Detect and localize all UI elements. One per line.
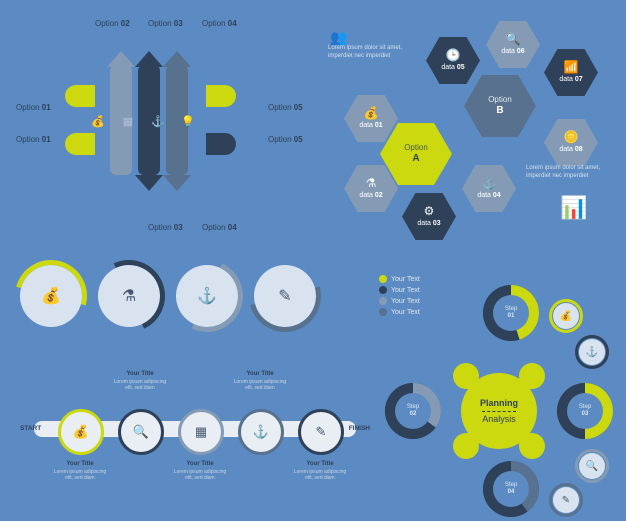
start-label: START [20, 425, 41, 432]
process-node: ✎ [298, 409, 344, 455]
hex-small-label: data 08 [559, 146, 582, 154]
process-node: ▦ [178, 409, 224, 455]
process-node: 🔍 [118, 409, 164, 455]
hex-big-label: Option [404, 144, 428, 153]
flask-icon: ⚗ [366, 177, 377, 190]
people-icon: 👥 [330, 29, 347, 46]
legend-item: Your Text [379, 308, 420, 316]
opt-label: Option 01 [16, 135, 51, 144]
process-timeline: START FINISH 💰 🔍 ▦ ⚓ ✎ Your TitleLorem i… [20, 375, 370, 505]
process-title: Your TitleLorem ipsum adipiscing elit, s… [50, 461, 110, 481]
legend: Your Text Your Text Your Text Your Text [379, 275, 420, 319]
arrow-tip [107, 51, 135, 67]
center-hub: Planning Analysis [461, 373, 537, 449]
hex-small-label: data 01 [359, 122, 382, 130]
opt-label: Option 04 [202, 19, 237, 28]
gear-icon: ⚙ [424, 205, 435, 218]
process-title: Your TitleLorem ipsum adipiscing elit, s… [230, 371, 290, 391]
hex-small-label: data 06 [501, 48, 524, 56]
arrows-infographic: Option 01 Option 01 Option 02 Option 03 … [20, 25, 310, 245]
hub-line2: Analysis [482, 411, 516, 425]
process-node: ⚓ [238, 409, 284, 455]
arrow-tip [163, 51, 191, 67]
grid-icon: ▦ [118, 111, 138, 131]
ring-item: ⚗ [98, 265, 160, 327]
process-title: Your TitleLorem ipsum adipiscing elit, s… [170, 461, 230, 481]
anchor-icon: ⚓ [148, 111, 168, 131]
arrow-tip [163, 175, 191, 191]
hex-data: 🕒 data 05 [426, 37, 480, 84]
hex-small-label: data 04 [477, 192, 500, 200]
pencil-icon: ✎ [316, 424, 327, 440]
bulb-icon: 💡 [178, 111, 198, 131]
bar-chart-icon: 📊 [560, 195, 587, 221]
hex-data: ⚙ data 03 [402, 193, 456, 240]
legend-item: Your Text [379, 286, 420, 294]
gauge: Step03 [557, 383, 613, 439]
hex-option-a: Option A [380, 123, 452, 185]
opt-label: Option 02 [95, 19, 130, 28]
hex-small-label: data 03 [417, 220, 440, 228]
money-bag-icon: 💰 [364, 107, 379, 120]
process-node: 💰 [58, 409, 104, 455]
ring-item: ✎ [254, 265, 316, 327]
opt-label: Option 05 [268, 135, 303, 144]
hex-data: 🪙 data 08 [544, 119, 598, 166]
lorem-text: Lorem ipsum dolor sit amet, imperdiet ne… [328, 45, 416, 61]
finish-label: FINISH [349, 425, 370, 432]
hex-data: ⚗ data 02 [344, 165, 398, 212]
satellite: ✎ [553, 487, 579, 513]
satellite: ⚓ [579, 339, 605, 365]
anchor-icon: ⚓ [482, 177, 497, 190]
planning-radial: Your Text Your Text Your Text Your Text … [375, 275, 620, 510]
satellite: 💰 [553, 303, 579, 329]
gauge: Step02 [385, 383, 441, 439]
arrow-tip [135, 175, 163, 191]
hex-small-label: data 02 [359, 192, 382, 200]
arrow-curve [206, 133, 236, 155]
ring-row: 💰 ⚗ ⚓ ✎ [20, 265, 360, 360]
money-bag-icon: 💰 [73, 424, 89, 440]
search-icon: 🔍 [506, 33, 521, 46]
arrow-curve [65, 85, 95, 107]
legend-item: Your Text [379, 275, 420, 283]
hub-line1: Planning [480, 398, 518, 409]
gauge: Step01 [483, 285, 539, 341]
arrow-curve [206, 85, 236, 107]
gauge: Step04 [483, 461, 539, 517]
arrow-tip [135, 51, 163, 67]
hex-big-label: Option [488, 96, 512, 105]
ring-item: ⚓ [176, 265, 238, 327]
opt-label: Option 01 [16, 103, 51, 112]
opt-label: Option 04 [202, 223, 237, 232]
opt-label: Option 05 [268, 103, 303, 112]
legend-item: Your Text [379, 297, 420, 305]
money-bag-icon: 💰 [88, 111, 108, 131]
hex-data: 📶 data 07 [544, 49, 598, 96]
ring-item: 💰 [20, 265, 82, 327]
coins-icon: 🪙 [564, 131, 579, 144]
grid-icon: ▦ [195, 424, 207, 440]
hex-data: ⚓ data 04 [462, 165, 516, 212]
clock-icon: 🕒 [446, 49, 461, 62]
search-icon: 🔍 [133, 424, 149, 440]
arrow-curve [65, 133, 95, 155]
process-title: Your TitleLorem ipsum adipiscing elit, s… [110, 371, 170, 391]
opt-label: Option 03 [148, 19, 183, 28]
hex-big-key: B [496, 105, 503, 116]
hex-small-label: data 05 [441, 64, 464, 72]
hex-big-key: A [412, 153, 419, 164]
process-title: Your TitleLorem ipsum adipiscing elit, s… [290, 461, 350, 481]
hex-data: 💰 data 01 [344, 95, 398, 142]
hex-small-label: data 07 [559, 76, 582, 84]
anchor-icon: ⚓ [253, 424, 269, 440]
hex-data: 🔍 data 06 [486, 21, 540, 68]
signal-icon: 📶 [564, 61, 579, 74]
satellite: 🔍 [579, 453, 605, 479]
opt-label: Option 03 [148, 223, 183, 232]
hex-option-b: Option B [464, 75, 536, 137]
lorem-text: Lorem ipsum dolor sit amet, imperdiet ne… [526, 165, 614, 181]
